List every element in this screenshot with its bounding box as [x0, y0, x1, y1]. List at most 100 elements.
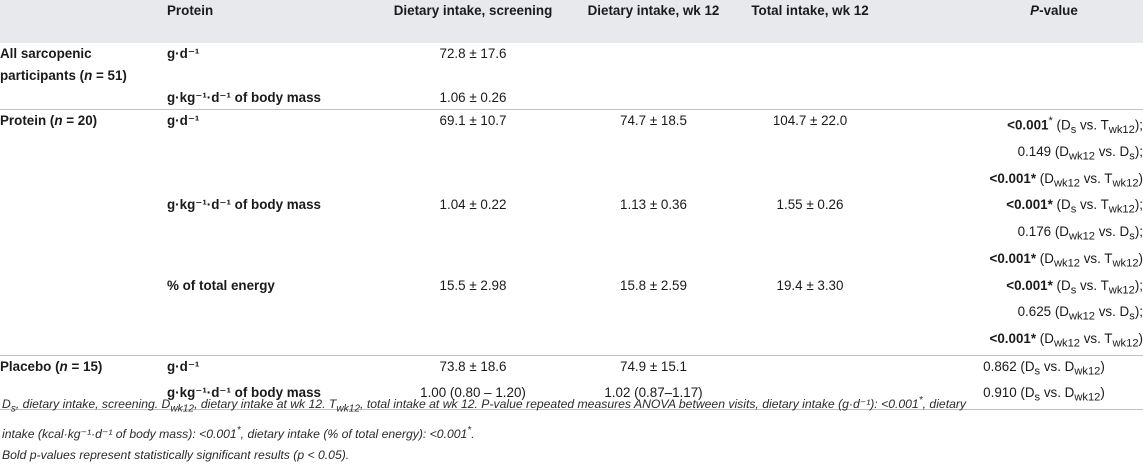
- wk12-cell: 74.9 ± 15.1: [620, 358, 687, 374]
- p-value-cell: 0.862 (Ds vs. Dwk12): [885, 355, 1143, 382]
- p-value-cell: [885, 87, 1143, 110]
- group-label-cell: [0, 87, 167, 110]
- table-row: All sarcopenic participants (n = 51) g·d⁻…: [0, 43, 1143, 87]
- p-bold: <0.001*: [989, 250, 1037, 266]
- p-value-cell: [885, 43, 1143, 87]
- p-text: 0.625 (D: [1017, 304, 1069, 320]
- p-sub: wk12: [1112, 257, 1139, 270]
- p-text: 0.910 (D: [983, 385, 1035, 401]
- group-n-value: = 51): [92, 68, 127, 83]
- p-star: *: [1048, 115, 1053, 127]
- p-text: vs. D: [1040, 385, 1075, 401]
- total-cell: [735, 43, 885, 87]
- p-sub: wk12: [1053, 337, 1080, 350]
- p-text: ): [1100, 385, 1105, 401]
- table-row: g·kg⁻¹·d⁻¹ of body mass 1.04 ± 0.22 1.13 ±…: [0, 194, 1143, 274]
- p-bold: <0.001*: [989, 330, 1037, 346]
- screening-cell: 15.5 ± 2.98: [374, 274, 572, 356]
- total-cell: 104.7 ± 22.0: [772, 113, 848, 128]
- p-sub: wk12: [1108, 124, 1135, 137]
- p-sub: wk12: [1112, 337, 1139, 350]
- p-text: );: [1134, 144, 1143, 160]
- group-label-cell: Protein (n = 20): [0, 110, 167, 195]
- wk12-cell: [572, 43, 735, 87]
- p-value-line: <0.001* (Dwk12 vs. Twk12): [885, 328, 1143, 355]
- screening-cell: 73.8 ± 18.6: [439, 358, 507, 374]
- measure-cell: g·kg⁻¹·d⁻¹ of body mass: [167, 87, 374, 110]
- footnote-abbrev: Ds, dietary intake, screening. Dwk12, di…: [2, 395, 967, 441]
- p-sub: s: [1070, 284, 1077, 297]
- group-label: Protein (: [0, 113, 55, 128]
- p-value-line: <0.001* (Ds vs. Twk12);: [885, 194, 1143, 221]
- p-sub: s: [1070, 124, 1077, 137]
- header-p-suffix: -value: [1039, 3, 1078, 18]
- p-sub: wk12: [1068, 230, 1095, 243]
- table-footnotes: Ds, dietary intake, screening. Dwk12, di…: [2, 390, 1142, 466]
- total-cell: 19.4 ± 3.30: [735, 274, 885, 356]
- group-label-cell: [0, 194, 167, 274]
- header-group: [0, 0, 167, 43]
- table-row: g·kg⁻¹·d⁻¹ of body mass 1.06 ± 0.26: [0, 87, 1143, 110]
- p-sub: wk12: [1068, 150, 1095, 163]
- p-text: );: [1134, 224, 1143, 240]
- p-sub: s: [1129, 150, 1135, 163]
- group-label-cell: All sarcopenic participants (n = 51): [0, 43, 167, 87]
- p-text: (D: [1052, 197, 1071, 213]
- wk12-cell: 1.13 ± 0.36: [620, 197, 687, 213]
- table-row: g·kg⁻¹·d⁻¹ of body mass 1.00 (0.80 – 1.20…: [0, 382, 1143, 410]
- p-value-line: 0.910 (Ds vs. Dwk12): [945, 382, 1143, 409]
- p-sub: wk12: [1108, 284, 1135, 297]
- table-body: All sarcopenic participants (n = 51) g·d⁻…: [0, 43, 1143, 410]
- p-sub: s: [1129, 310, 1135, 323]
- p-sub: wk12: [1112, 177, 1139, 190]
- total-cell: [735, 355, 885, 382]
- p-text: ): [1138, 250, 1143, 266]
- group-n-italic: n: [84, 68, 93, 83]
- p-text: );: [1134, 117, 1143, 133]
- p-text: 0.149 (D: [1017, 144, 1069, 160]
- p-text: (D: [1036, 170, 1054, 186]
- p-value-line: 0.176 (Dwk12 vs. Ds);: [885, 221, 1143, 248]
- p-text: vs. T: [1076, 277, 1109, 293]
- p-text: ): [1100, 358, 1105, 374]
- total-cell: [735, 382, 885, 410]
- group-label: Placebo (: [0, 358, 60, 374]
- total-cell: 1.55 ± 0.26: [776, 197, 844, 213]
- group-n-italic: n: [59, 358, 68, 374]
- screening-cell: 1.06 ± 0.26: [374, 87, 572, 110]
- p-sub: wk12: [1108, 204, 1135, 217]
- p-text: vs. D: [1095, 304, 1130, 320]
- p-text: vs. T: [1076, 197, 1109, 213]
- p-text: (D: [1052, 117, 1071, 133]
- protein-intake-table: Protein Dietary intake, screening Dietar…: [0, 0, 1143, 410]
- p-value-line: <0.001* (Dwk12 vs. Twk12): [885, 168, 1143, 195]
- group-label-cell: [0, 274, 167, 356]
- p-value-line: 0.149 (Dwk12 vs. Ds);: [885, 141, 1143, 168]
- p-text: vs. D: [1040, 358, 1075, 374]
- group-n-italic: n: [54, 113, 63, 128]
- p-value-cell: <0.001* (Ds vs. Twk12); 0.149 (Dwk12 vs. …: [885, 110, 1143, 195]
- p-sub: s: [1034, 391, 1041, 404]
- p-sub: s: [1034, 365, 1041, 378]
- p-bold: <0.001: [1007, 117, 1049, 133]
- total-cell: [735, 87, 885, 110]
- p-text: ): [1138, 170, 1143, 186]
- p-value-cell: <0.001* (Ds vs. Twk12); 0.625 (Dwk12 vs. …: [885, 274, 1143, 356]
- p-sub: wk12: [1068, 310, 1095, 323]
- header-wk12: Dietary intake, wk 12: [572, 0, 735, 43]
- header-screening: Dietary intake, screening: [374, 0, 572, 43]
- p-text: (D: [1052, 277, 1071, 293]
- p-text: vs. T: [1076, 117, 1109, 133]
- header-total: Total intake, wk 12: [735, 0, 885, 43]
- p-sub: wk12: [1074, 391, 1101, 404]
- p-text: vs. D: [1095, 224, 1130, 240]
- p-value-line: <0.001* (Ds vs. Twk12);: [885, 275, 1143, 302]
- screening-cell: 72.8 ± 17.6: [439, 46, 507, 61]
- table-row: Placebo (n = 15) g·d⁻¹ 73.8 ± 18.6 74.9 ± 1…: [0, 355, 1143, 382]
- p-text: vs. D: [1095, 144, 1130, 160]
- p-text: 0.862 (D: [983, 358, 1035, 374]
- p-text: (D: [1036, 330, 1054, 346]
- footnote-bold: Bold p-values represent statistically si…: [2, 447, 350, 462]
- p-text: vs. T: [1079, 250, 1113, 266]
- table-header-row: Protein Dietary intake, screening Dietar…: [0, 0, 1143, 43]
